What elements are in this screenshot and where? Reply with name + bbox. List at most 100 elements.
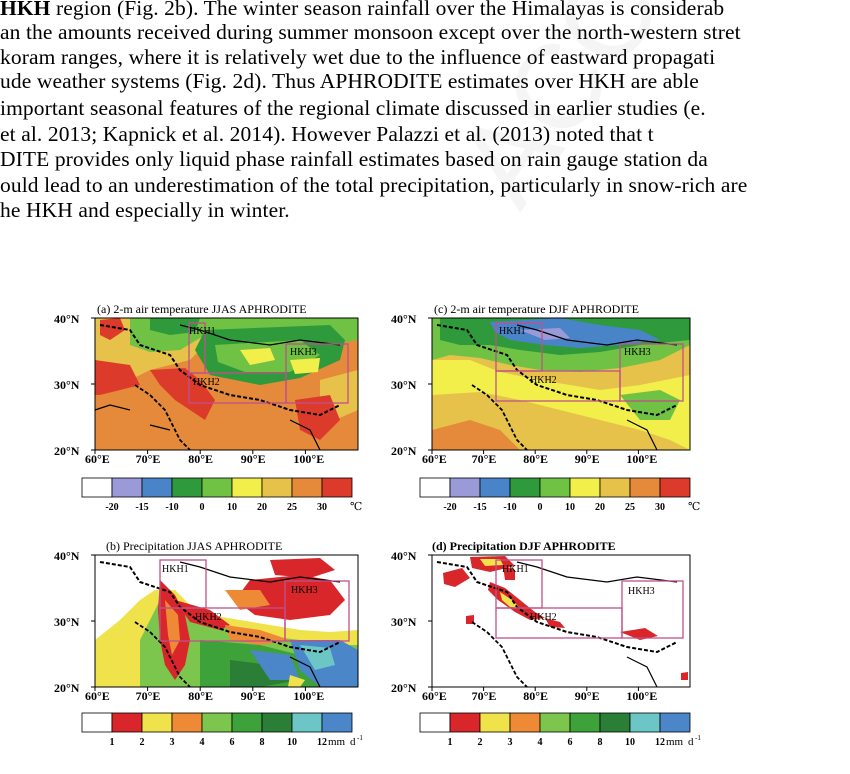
colorbar-swatch xyxy=(419,712,451,733)
panel-d-hkh1: HKH1 xyxy=(502,564,529,575)
panel-c-hkh2: HKH2 xyxy=(530,375,557,386)
colorbar-tick-label: 20 xyxy=(257,502,267,513)
lon-label: 80°E xyxy=(523,452,548,466)
lon-label: 90°E xyxy=(241,689,266,703)
lon-label: 80°E xyxy=(188,452,213,466)
colorbar-swatch xyxy=(291,477,323,498)
paragraph-text: important seasonal features of the regio… xyxy=(0,96,706,120)
lon-label: 100°E xyxy=(626,689,657,703)
panel-b-hkh1: HKH1 xyxy=(162,564,189,575)
colorbar-unit: mm xyxy=(328,736,346,748)
colorbar-tick-label: 10 xyxy=(227,502,237,513)
lon-label: 100°E xyxy=(293,689,324,703)
colorbar-layer: -20 -15 -10 0 10 20 25 30 ℃ -20 -15 -10 0 10 20 25 30 ℃1 2… xyxy=(81,477,701,748)
colorbar-swatch xyxy=(171,712,203,733)
lat-label: 40°N xyxy=(54,549,80,563)
colorbar-swatch xyxy=(479,712,511,733)
lon-label: 80°E xyxy=(523,689,548,703)
panel-d-hkh3: HKH3 xyxy=(628,586,655,597)
colorbar-swatch xyxy=(81,712,113,733)
lon-label: 70°E xyxy=(136,452,161,466)
paragraph-text: DITE provides only liquid phase rainfall… xyxy=(0,147,708,171)
colorbar-swatch xyxy=(231,477,263,498)
colorbar-tick-label: -20 xyxy=(443,502,456,513)
paragraph-line: he HKH and especially in winter. xyxy=(0,197,290,223)
colorbar-tick-label: 12 xyxy=(655,737,665,748)
colorbar-unit: ℃ xyxy=(350,501,362,513)
lon-label: 70°E xyxy=(472,452,497,466)
colorbar-swatch xyxy=(599,477,631,498)
colorbar-swatch xyxy=(81,477,113,498)
colorbar-tick-label: 12 xyxy=(317,737,327,748)
colorbar-swatch xyxy=(321,712,353,733)
panel-d-title: (d) Precipitation DJF APHRODITE xyxy=(432,539,616,553)
colorbar-swatch xyxy=(171,477,203,498)
colorbar-swatch xyxy=(629,712,661,733)
panel-c-title: (c) 2-m air temperature DJF APHRODITE xyxy=(434,302,639,316)
paragraph-text: ude weather systems (Fig. 2d). Thus APHR… xyxy=(0,69,699,93)
lon-label: 90°E xyxy=(575,452,600,466)
colorbar-swatch xyxy=(449,477,481,498)
lat-label: 40°N xyxy=(54,312,80,326)
lat-label: 30°N xyxy=(391,615,417,629)
paragraph-line: DITE provides only liquid phase rainfall… xyxy=(0,146,708,172)
colorbar-swatch xyxy=(291,712,323,733)
colorbar-swatch xyxy=(419,477,451,498)
lat-label: 40°N xyxy=(391,549,417,563)
lat-label: 30°N xyxy=(391,378,417,392)
colorbar-swatch xyxy=(659,477,691,498)
panel-a-hkh1: HKH1 xyxy=(189,326,216,337)
colorbar-tick-label: -10 xyxy=(165,502,178,513)
lon-label: 80°E xyxy=(188,689,213,703)
lat-label: 20°N xyxy=(391,444,417,458)
paragraph-text: an the amounts received during summer mo… xyxy=(0,20,741,44)
colorbar-swatch xyxy=(659,712,691,733)
colorbar-tick-label: 25 xyxy=(287,502,297,513)
colorbar-tick-label: 1 xyxy=(110,737,115,748)
colorbar-swatch xyxy=(111,712,143,733)
colorbar-unit: ℃ xyxy=(688,501,700,513)
colorbar-tick-label: 0 xyxy=(200,502,205,513)
colorbar-tick-label: 20 xyxy=(595,502,605,513)
paragraph-line: koram ranges, where it is relatively wet… xyxy=(0,44,715,70)
colorbar-tick-label: 30 xyxy=(655,502,665,513)
panel-a-hkh3: HKH3 xyxy=(290,347,317,358)
panel-d-hkh2: HKH2 xyxy=(530,612,557,623)
axes-layer: 40°N 30°N 20°N 60°E 70°E 80°E 90°E 100°E 40°N 30°… xyxy=(54,312,657,703)
paragraph-text: he HKH and especially in winter. xyxy=(0,198,290,222)
lon-label: 70°E xyxy=(136,689,161,703)
lat-label: 20°N xyxy=(54,681,80,695)
panel-c-hkh1: HKH1 xyxy=(499,326,526,337)
panel-a: (a) 2-m air temperature JJAS APHRODITE H… xyxy=(94,302,359,451)
panel-c: (c) 2-m air temperature DJF APHRODITE HK… xyxy=(431,302,691,451)
colorbar-swatch xyxy=(141,712,173,733)
colorbar-swatch xyxy=(261,477,293,498)
lat-label: 20°N xyxy=(54,444,80,458)
colorbar-tick-label: 4 xyxy=(538,737,543,748)
panel-a-title: (a) 2-m air temperature JJAS APHRODITE xyxy=(97,302,307,316)
colorbar-tick-label: 6 xyxy=(230,737,235,748)
panel-b-hkh2: HKH2 xyxy=(195,612,222,623)
colorbar-tick-label: -20 xyxy=(105,502,118,513)
colorbar-tick-label: 0 xyxy=(538,502,543,513)
panel-a-hkh2: HKH2 xyxy=(193,377,220,388)
colorbar-swatch xyxy=(141,477,173,498)
lat-label: 40°N xyxy=(391,312,417,326)
panel-c-hkh3: HKH3 xyxy=(624,347,651,358)
colorbar-swatch xyxy=(321,477,353,498)
colorbar-tick-label: 8 xyxy=(260,737,265,748)
paragraph-line: important seasonal features of the regio… xyxy=(0,95,706,121)
colorbar-swatch xyxy=(201,712,233,733)
colorbar-tick-label: -15 xyxy=(135,502,148,513)
paragraph-line: an the amounts received during summer mo… xyxy=(0,19,741,45)
colorbar-swatch xyxy=(479,477,511,498)
panel-b-title: (b) Precipitation JJAS APHRODITE xyxy=(106,539,282,553)
colorbar-tick-label: 25 xyxy=(625,502,635,513)
colorbar-tick-label: 8 xyxy=(598,737,603,748)
colorbar-tick-label: 2 xyxy=(140,737,145,748)
colorbar-unit-suffix: d xyxy=(688,736,694,748)
lat-label: 20°N xyxy=(391,681,417,695)
paragraph-text: ould lead to an underestimation of the t… xyxy=(0,173,748,197)
colorbar-swatch xyxy=(569,477,601,498)
